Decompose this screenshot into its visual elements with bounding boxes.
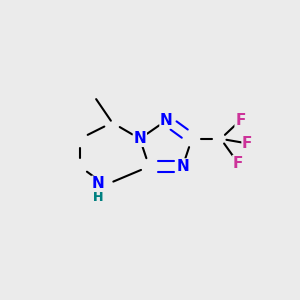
Text: N: N <box>176 159 189 174</box>
Text: F: F <box>233 155 243 170</box>
Text: N: N <box>160 113 173 128</box>
Text: N: N <box>92 176 105 191</box>
Text: F: F <box>235 113 246 128</box>
Text: F: F <box>233 155 243 170</box>
Text: N: N <box>134 131 146 146</box>
Text: F: F <box>235 113 246 128</box>
Text: N: N <box>92 176 105 191</box>
Text: F: F <box>242 136 253 151</box>
Text: F: F <box>242 136 253 151</box>
Text: N: N <box>134 131 146 146</box>
Text: N: N <box>160 113 173 128</box>
Text: H: H <box>93 191 104 204</box>
Text: N: N <box>176 159 189 174</box>
Text: H: H <box>93 191 104 204</box>
